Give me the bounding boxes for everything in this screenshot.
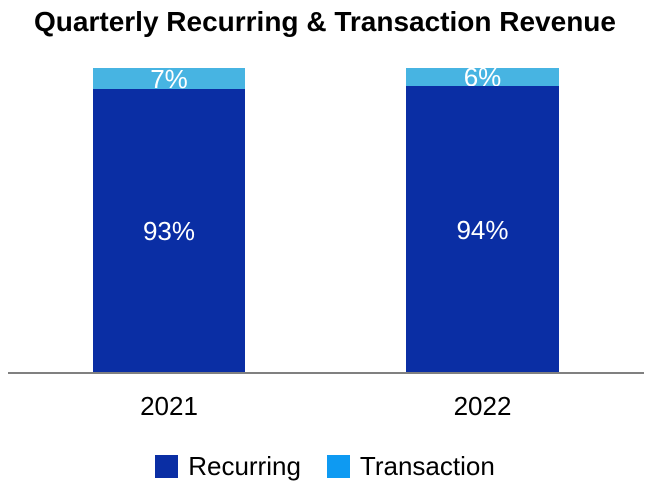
bar-2021-transaction-label: 7% (150, 63, 188, 94)
x-axis-label-2021: 2021 (140, 391, 198, 421)
x-axis-label-2022: 2022 (453, 391, 512, 421)
bar-2021-recurring-label: 93% (142, 216, 196, 247)
chart-title: Quarterly Recurring & Transaction Revenu… (34, 6, 616, 37)
bar-2021-recurring-segment: 93% (93, 89, 245, 373)
transaction-swatch-icon (326, 454, 350, 478)
bar-2022-transaction-segment: 6% (406, 64, 559, 90)
bar-2022: 6% 94% (406, 64, 559, 373)
x-axis-line (8, 372, 644, 374)
bar-2022-recurring-segment: 94% (406, 86, 559, 373)
recurring-swatch-icon (155, 454, 179, 478)
legend-item-recurring: Recurring (155, 452, 301, 481)
legend-label-transaction: Transaction (359, 451, 495, 481)
bar-2022-recurring-label: 94% (456, 214, 509, 245)
bar-2022-transaction-label: 6% (463, 62, 502, 93)
legend-item-transaction: Transaction (326, 451, 495, 481)
bar-2021-transaction-segment: 7% (93, 63, 245, 94)
bar-2021: 7% 93% (93, 63, 245, 373)
legend-label-recurring: Recurring (188, 451, 301, 481)
legend: Recurring Transaction (0, 452, 650, 481)
